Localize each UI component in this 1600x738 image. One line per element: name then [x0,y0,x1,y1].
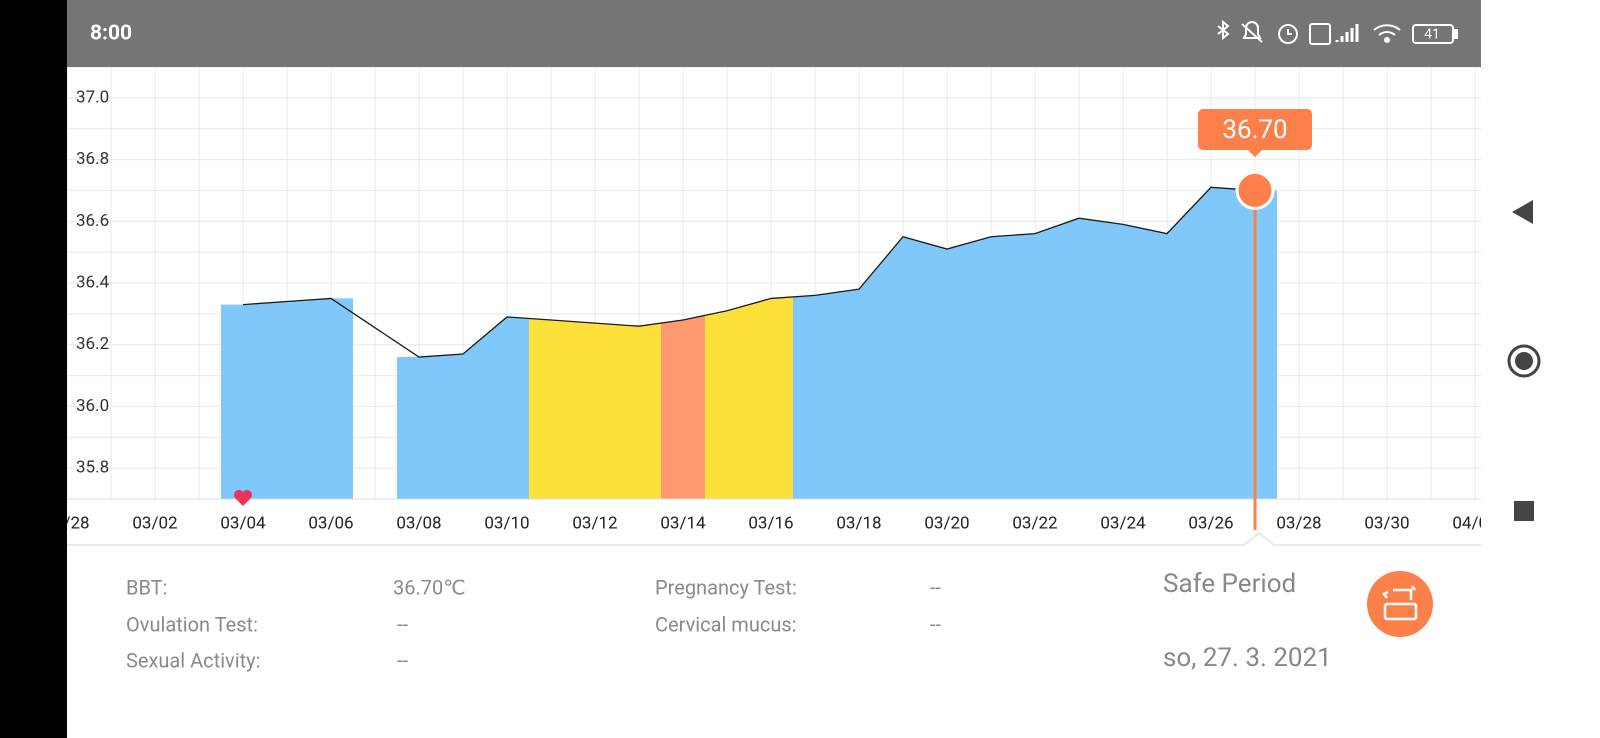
area-segment [1057,218,1101,499]
info-text: -- [397,648,409,672]
area-segment [661,315,705,499]
area-segment [265,299,309,499]
period-status: Safe Period [1163,569,1296,599]
area-segment [881,236,925,499]
area-segment [969,235,1013,499]
area-segment [1189,187,1233,500]
chart: 02/28 03/02 03/04 03/06 03/08 03/10 03/12 03/14… [44,67,1497,533]
info-text: -- [930,575,942,599]
info-text: BBT: [126,575,167,599]
x-tick-label: 03/20 [924,513,969,533]
info-text: Cervical mucus: [655,612,797,636]
x-tick-label: 03/28 [1276,513,1321,533]
area-segment [1145,210,1189,499]
x-tick-label: 03/24 [1100,513,1146,533]
info-text: -- [930,612,942,636]
x-tick-label: 03/16 [748,513,793,533]
area-segment [485,316,529,499]
x-tick-label: 03/14 [660,513,706,533]
tooltip [1198,109,1312,150]
y-tick-label: 36.4 [76,272,110,292]
y-tick-label: 36.2 [76,334,109,354]
x-tick-label: 03/06 [308,513,353,533]
status-icons [1217,19,1458,45]
y-tick-label: 36.0 [76,396,109,416]
nav-bar [1481,0,1600,738]
info-text: Sexual Activity: [126,648,260,672]
home-button-dot [1515,352,1533,370]
x-tick-label: 03/12 [572,513,617,533]
y-tick-label: 36.8 [76,149,109,169]
x-tick-label: 03/10 [484,513,529,533]
area-segment [529,318,573,499]
info-text: Ovulation Test: [126,612,258,636]
area-segment [705,304,749,499]
area-segment [573,321,617,499]
area-segment [925,242,969,499]
area-segment [309,298,353,499]
activity-heart [234,489,252,506]
area-segment [441,335,485,499]
x-tick-label: 03/26 [1188,513,1233,533]
tooltip-pointer [1248,150,1262,157]
x-tick-label: 04/01 [1452,513,1497,533]
y-tick-label: 35.8 [76,458,109,478]
back-button[interactable] [1512,200,1533,224]
area-segment [1101,221,1145,500]
area-segment [397,355,441,499]
info-panel: BBT: 36.70℃ Pregnancy Test: -- Ovulation Tes… [126,569,1332,673]
selected-date: so, 27. 3. 2021 [1163,643,1332,673]
area-segment [749,296,793,499]
battery-level: 41 [1424,27,1440,43]
x-tick-label: 02/28 [44,513,89,533]
switch-icon [1382,585,1418,621]
left-edge [0,0,67,738]
info-text: Pregnancy Test: [655,575,797,599]
temperature-line [242,186,1256,358]
info-text: 36.70℃ [393,575,466,599]
x-tick-label: 03/18 [836,513,881,533]
home-button[interactable] [1507,344,1541,378]
area-segment [1013,225,1057,499]
y-tick-label: 37.0 [76,87,109,107]
x-tick-label: 03/30 [1364,513,1409,533]
area-segment [221,303,265,499]
clock: 8:00 [90,22,132,46]
area-segment [617,323,661,499]
area-segment [837,262,881,499]
x-tick-label: 03/22 [1012,513,1057,533]
info-text: -- [397,612,409,636]
area-segment [793,292,837,499]
separator [67,532,1481,546]
selected-point [1235,170,1275,210]
x-tick-label: 03/02 [132,513,177,533]
recents-button[interactable] [1514,501,1534,521]
tooltip-value: 36.70 [1222,115,1287,145]
status-bar [67,0,1481,67]
y-tick-label: 36.6 [76,211,109,231]
x-tick-label: 03/04 [220,513,266,533]
x-tick-label: 03/08 [396,513,441,533]
